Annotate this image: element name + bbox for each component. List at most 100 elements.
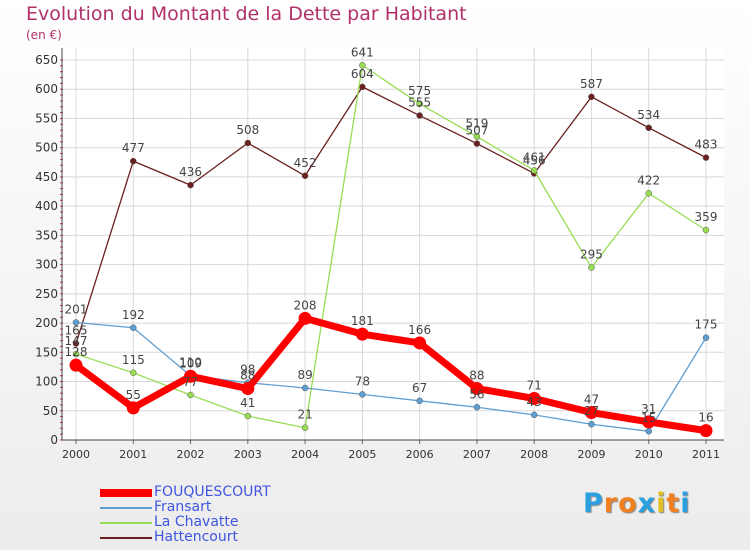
data-label: 295 — [580, 248, 603, 262]
data-point — [187, 181, 194, 189]
data-label: 115 — [122, 353, 145, 367]
data-label: 604 — [351, 67, 374, 81]
y-tick-label: 150 — [35, 345, 58, 359]
x-tick-label: 2009 — [577, 448, 605, 461]
legend-label: Fransart — [154, 499, 212, 515]
x-tick-label: 2010 — [635, 448, 663, 461]
data-label: 147 — [65, 334, 88, 348]
y-tick-label: 450 — [35, 170, 58, 184]
data-point — [126, 401, 140, 415]
data-label: 477 — [122, 141, 145, 155]
data-label: 534 — [637, 108, 660, 122]
series-line — [75, 86, 707, 344]
data-label: 456 — [523, 153, 546, 167]
data-point — [359, 391, 366, 398]
data-label: 31 — [641, 402, 656, 416]
data-point — [244, 412, 252, 420]
data-label: 575 — [408, 84, 431, 98]
data-point — [702, 154, 710, 161]
data-label: 43 — [527, 395, 542, 409]
data-label: 21 — [297, 408, 312, 422]
data-point — [413, 336, 427, 350]
data-label: 67 — [412, 381, 427, 395]
data-label: 166 — [408, 323, 431, 337]
data-point — [588, 420, 595, 428]
legend-swatch — [100, 537, 152, 539]
data-label: 128 — [65, 345, 88, 359]
y-tick-label: 250 — [35, 287, 58, 301]
data-label: 110 — [179, 356, 202, 370]
axes: 0 50 100 150 200 250 300 350 400 450 500 550 600 650 2… — [35, 48, 724, 461]
y-tick-label: 650 — [35, 53, 58, 67]
data-label: 88 — [469, 369, 484, 383]
data-label: 98 — [240, 363, 255, 377]
data-label: 78 — [355, 374, 370, 388]
data-point — [130, 157, 137, 165]
logo-letter: i — [656, 488, 667, 519]
legend-swatch — [100, 522, 152, 524]
chart-subtitle: (en €) — [26, 28, 62, 42]
data-point — [473, 133, 481, 140]
data-label: 461 — [523, 150, 546, 164]
data-point — [72, 350, 80, 358]
data-label: 165 — [65, 324, 88, 338]
y-tick-label: 50 — [43, 404, 58, 418]
data-label: 641 — [351, 45, 374, 59]
logo-letter: i — [680, 488, 691, 519]
data-label: 587 — [580, 77, 603, 91]
x-tick-label: 2011 — [692, 448, 720, 461]
data-point — [130, 324, 137, 332]
data-point — [359, 62, 366, 69]
data-point — [301, 172, 309, 180]
y-tick-label: 100 — [35, 375, 58, 389]
series-lines — [69, 62, 713, 438]
data-label: 175 — [695, 318, 718, 332]
data-point — [69, 358, 83, 372]
x-tick-label: 2008 — [520, 448, 548, 461]
data-label: 55 — [126, 388, 141, 402]
data-label: 47 — [584, 393, 599, 407]
grid — [62, 48, 724, 441]
data-point — [473, 404, 481, 411]
y-tick-label: 400 — [35, 199, 58, 213]
x-tick-label: 2000 — [62, 448, 90, 461]
data-point — [645, 427, 652, 435]
data-label: 452 — [294, 156, 317, 170]
x-tick-label: 2004 — [291, 448, 319, 461]
y-tick-label: 200 — [35, 316, 58, 330]
data-label: 71 — [527, 378, 542, 392]
data-point — [530, 411, 538, 419]
data-label: 15 — [641, 411, 656, 425]
logo-letter: x — [637, 488, 657, 519]
data-label: 181 — [351, 314, 374, 328]
legend-label: FOUQUESCOURT — [154, 484, 271, 500]
legend-swatch — [100, 507, 152, 509]
data-point — [702, 334, 710, 341]
legend-label: La Chavatte — [154, 514, 239, 530]
data-label: 109 — [179, 356, 202, 370]
data-label: 89 — [297, 368, 312, 382]
proxiti-logo: Proxiti — [583, 488, 691, 519]
data-point — [301, 424, 309, 431]
data-label: 192 — [122, 308, 145, 322]
data-point — [473, 140, 481, 147]
data-point — [645, 190, 652, 197]
series-line — [73, 314, 707, 435]
data-point — [470, 382, 484, 396]
data-point — [530, 167, 538, 174]
data-label: 555 — [408, 96, 431, 110]
x-tick-label: 2003 — [234, 448, 262, 461]
data-label: 77 — [183, 375, 198, 389]
legend-label: Hattencourt — [154, 529, 238, 545]
y-tick-label: 600 — [35, 82, 58, 96]
data-point — [187, 391, 194, 399]
data-label: 436 — [179, 165, 202, 179]
data-labels: 128 55 109 88 208 181 166 88 71 47 31 16 201 192 110 98… — [65, 45, 718, 425]
y-tick-label: 550 — [35, 111, 58, 125]
data-point — [645, 124, 652, 132]
data-label: 359 — [695, 210, 718, 224]
data-point — [416, 100, 423, 108]
data-label: 519 — [465, 117, 488, 131]
data-label: 27 — [584, 404, 599, 418]
